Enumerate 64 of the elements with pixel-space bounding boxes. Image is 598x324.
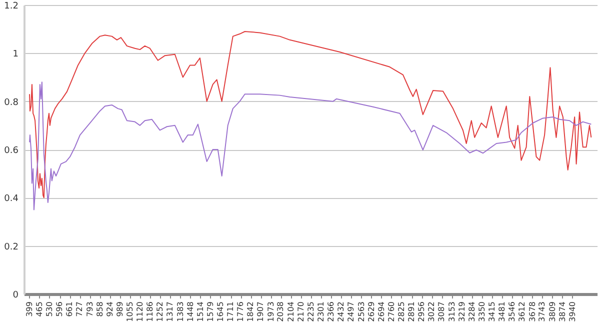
x-tick-label: 2170 <box>296 302 306 322</box>
x-tick-label: 2760 <box>386 302 396 322</box>
x-tick-label: 399 <box>24 302 34 317</box>
x-tick-label: 2956 <box>417 302 426 322</box>
x-tick-label: 2891 <box>407 302 416 322</box>
x-tick-label: 924 <box>105 302 114 317</box>
x-tick-label: 2694 <box>376 302 386 322</box>
x-tick-label: 3874 <box>558 302 567 322</box>
x-tick-label: 1579 <box>206 302 215 322</box>
x-tick-label: 3546 <box>508 302 517 322</box>
x-tick-label: 2497 <box>346 302 356 322</box>
x-tick-label: 3415 <box>487 302 496 322</box>
x-tick-label: 727 <box>75 302 84 317</box>
x-tick-label: 3350 <box>477 302 486 322</box>
x-tick-label: 1317 <box>166 302 175 322</box>
x-tick-label: 1711 <box>226 302 236 322</box>
x-tick-label: 2235 <box>306 302 316 322</box>
y-tick-label: 1 <box>12 50 18 60</box>
x-tick-label: 2825 <box>396 302 406 322</box>
x-tick-label: 1776 <box>236 302 246 322</box>
x-tick-label: 2629 <box>366 302 376 322</box>
x-tick-label: 1448 <box>186 302 195 322</box>
x-tick-label: 1645 <box>216 302 225 322</box>
x-tick-label: 3481 <box>498 302 507 322</box>
x-tick-label: 3022 <box>427 302 436 322</box>
x-tick-label: 596 <box>55 302 64 317</box>
x-tick-label: 3284 <box>467 302 476 322</box>
x-tick-label: 2366 <box>326 302 336 322</box>
y-tick-label: 0.2 <box>4 242 18 252</box>
x-tick-label: 858 <box>95 302 104 317</box>
x-tick-label: 3678 <box>528 302 537 322</box>
x-tick-label: 989 <box>115 302 124 317</box>
x-tick-label: 2563 <box>356 302 366 322</box>
line-series <box>29 30 592 198</box>
x-tick-label: 3153 <box>447 302 456 322</box>
x-tick-label: 793 <box>85 302 94 317</box>
x-tick-label: 1055 <box>125 302 134 322</box>
x-tick-label: 1973 <box>266 302 276 322</box>
x-tick-label: 3612 <box>518 302 527 322</box>
x-tick-label: 1252 <box>156 302 165 322</box>
x-tick-label: 3940 <box>568 302 577 322</box>
y-tick-label: 0 <box>12 290 19 300</box>
x-tick-label: 2301 <box>316 302 326 322</box>
x-tick-label: 3219 <box>457 302 466 322</box>
x-tick-label: 465 <box>34 302 44 317</box>
y-tick-label: 0.6 <box>4 146 19 156</box>
x-tick-label: 1842 <box>246 302 256 322</box>
x-tick-label: 1514 <box>196 302 205 322</box>
x-tick-label: 1186 <box>146 302 155 322</box>
x-tick-label: 530 <box>44 302 54 317</box>
line-series <box>29 82 592 210</box>
x-tick-label: 1907 <box>256 302 266 322</box>
y-tick-label: 0.8 <box>4 98 19 108</box>
x-tick-label: 1120 <box>135 302 144 322</box>
x-tick-label: 2104 <box>286 302 296 322</box>
x-tick-label: 2038 <box>276 302 286 322</box>
y-tick-label: 0.4 <box>4 194 19 204</box>
x-tick-label: 3743 <box>538 302 547 322</box>
x-tick-label: 661 <box>65 302 74 317</box>
x-tick-label: 1383 <box>176 302 185 322</box>
x-tick-label: 3087 <box>437 302 446 322</box>
x-tick-label: 2432 <box>336 302 346 322</box>
y-tick-label: 1.2 <box>4 2 18 12</box>
x-tick-label: 3809 <box>548 302 557 322</box>
